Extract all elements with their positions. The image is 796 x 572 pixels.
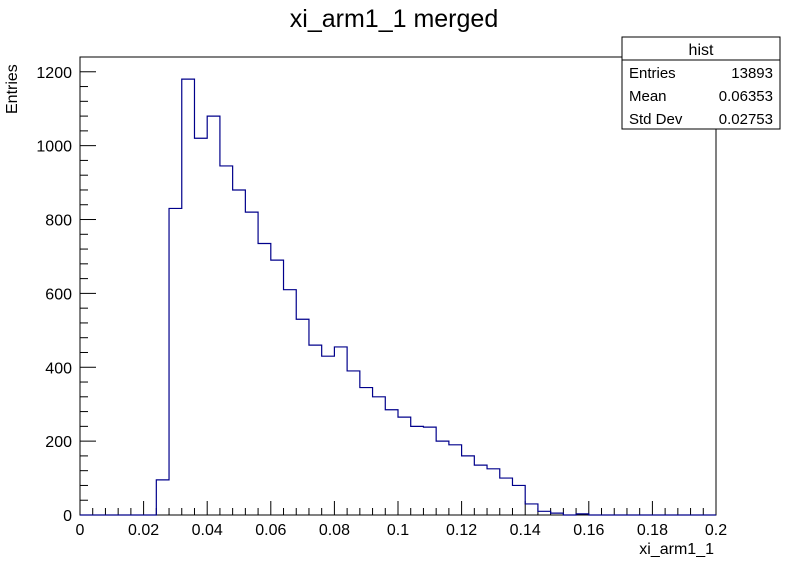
stats-entries-value: 13893 <box>731 65 773 82</box>
stats-title: hist <box>689 42 714 59</box>
x-tick-label: 0 <box>76 522 85 539</box>
stats-entries-label: Entries <box>629 65 676 82</box>
y-tick-label: 1000 <box>36 139 72 156</box>
y-tick-label: 800 <box>45 213 72 230</box>
x-tick-label: 0.12 <box>446 522 477 539</box>
chart-title: xi_arm1_1 merged <box>290 5 498 33</box>
stats-mean-value: 0.06353 <box>719 88 773 105</box>
y-axis-label: Entries <box>4 64 21 114</box>
stats-stddev-label: Std Dev <box>629 111 683 128</box>
plot-frame <box>79 56 717 516</box>
stats-mean-label: Mean <box>629 88 667 105</box>
stats-stddev-value: 0.02753 <box>719 111 773 128</box>
x-tick-label: 0.04 <box>192 522 223 539</box>
y-axis: 0 200 400 600 800 1000 1200 <box>36 56 96 525</box>
x-tick-label: 0.16 <box>573 522 604 539</box>
y-tick-label: 0 <box>63 508 72 525</box>
x-tick-label: 0.1 <box>387 522 409 539</box>
x-tick-label: 0.18 <box>637 522 668 539</box>
x-axis-label: xi_arm1_1 <box>639 541 714 558</box>
x-tick-label: 0.02 <box>128 522 159 539</box>
histogram-line <box>80 78 716 516</box>
x-tick-label: 0.2 <box>705 522 727 539</box>
x-tick-label: 0.14 <box>510 522 541 539</box>
x-tick-label: 0.08 <box>319 522 350 539</box>
x-tick-label: 0.06 <box>255 522 286 539</box>
x-axis: 0 0.02 0.04 0.06 0.08 0.1 0.12 0.14 0.16 0.18 0.2 <box>76 501 727 539</box>
y-tick-label: 600 <box>45 286 72 303</box>
y-tick-label: 1200 <box>36 65 72 82</box>
stats-box: hist Entries 13893 Mean 0.06353 Std Dev … <box>621 36 781 130</box>
y-tick-label: 400 <box>45 360 72 377</box>
y-tick-label: 200 <box>45 434 72 451</box>
